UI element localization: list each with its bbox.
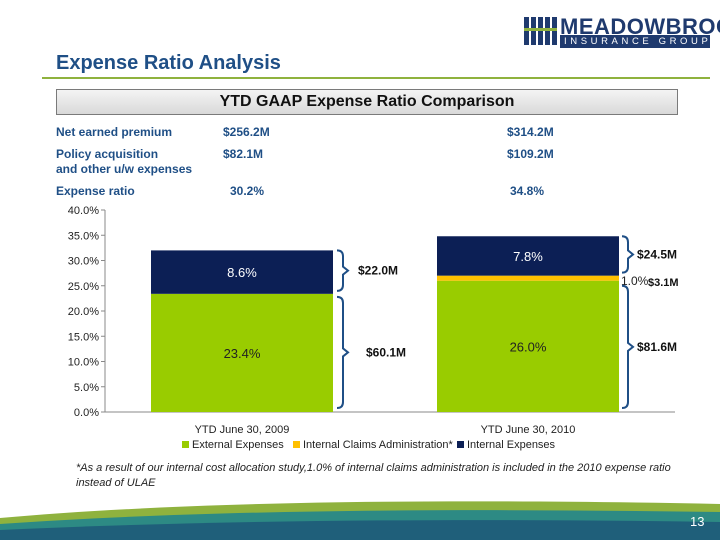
bar-1-1 [437, 275, 619, 281]
summary-label-net-earned-premium: Net earned premium [56, 125, 173, 139]
annotation-2009-external: $60.1M [366, 345, 406, 359]
legend-label: External Expenses [192, 439, 284, 451]
y-tick-label: 25.0% [68, 281, 99, 293]
bar-data-label: 23.4% [224, 346, 261, 361]
y-tick-label: 15.0% [68, 331, 99, 343]
y-tick-label: 0.0% [74, 407, 99, 419]
footnote: *As a result of our internal cost alloca… [76, 462, 671, 489]
bar-data-label: 8.6% [227, 265, 257, 280]
bar-0-1 [437, 280, 619, 412]
y-tick-label: 30.0% [68, 256, 99, 268]
footer-swoosh [0, 501, 720, 540]
x-tick-label: YTD June 30, 2009 [195, 424, 290, 436]
page-title: Expense Ratio Analysis [56, 52, 281, 74]
page-number: 13 [690, 514, 705, 529]
company-logo-icon [524, 17, 557, 45]
y-tick-label: 10.0% [68, 357, 99, 369]
summary-label-policy-acquisition: Policy acquisition [56, 147, 159, 161]
summary-value-2009-net-earned-premium: $256.2M [223, 125, 270, 139]
logo-subtitle: INSURANCE GROUP [560, 35, 710, 48]
bar-2-1 [437, 236, 619, 276]
summary-value-2010-policy-acquisition: $109.2M [507, 147, 554, 161]
title-divider [42, 77, 710, 79]
legend-swatch [457, 441, 464, 448]
legend-swatch [182, 441, 189, 448]
summary-value-2009-expense-ratio: 30.2% [230, 184, 265, 198]
bracket-2009-external [336, 295, 350, 409]
bar-data-label: 7.8% [513, 249, 543, 264]
y-tick-label: 40.0% [68, 205, 99, 217]
annotation-2010-claims-pct: 1.0% [621, 274, 649, 288]
summary-label-expense-ratio: Expense ratio [56, 184, 135, 198]
annotation-2009-internal: $22.0M [358, 264, 398, 278]
x-tick-label: YTD June 30, 2010 [481, 424, 576, 436]
bracket-2009-internal [336, 249, 350, 292]
annotation-2010-internal: $24.5M [637, 247, 677, 261]
legend-swatch [293, 441, 300, 448]
annotation-2010-external: $81.6M [637, 340, 677, 354]
summary-value-2010-expense-ratio: 34.8% [510, 184, 545, 198]
y-tick-label: 5.0% [74, 382, 99, 394]
bar-2-0 [151, 250, 333, 294]
annotation-2010-claims: $3.1M [648, 277, 679, 289]
section-title: YTD GAAP Expense Ratio Comparison [56, 89, 678, 115]
bracket-2010-internal [621, 235, 635, 274]
bar-data-label: 26.0% [510, 339, 547, 354]
bar-0-0 [151, 293, 333, 412]
y-tick-label: 35.0% [68, 230, 99, 242]
legend-label: Internal Expenses [467, 439, 556, 451]
expense-ratio-chart: 0.0% 5.0% 10.0% 15.0% 20.0% 25.0% 30.0% 35.0% 40… [68, 205, 679, 451]
legend-label: Internal Claims Administration* [303, 439, 454, 451]
summary-value-2010-net-earned-premium: $314.2M [507, 125, 554, 139]
bracket-2010-external [621, 284, 635, 409]
summary-label-policy-acquisition-line2: and other u/w expenses [56, 162, 193, 176]
y-tick-label: 20.0% [68, 306, 99, 318]
logo-name: MEADOWBROOK [560, 14, 720, 39]
summary-value-2009-policy-acquisition: $82.1M [223, 147, 264, 161]
